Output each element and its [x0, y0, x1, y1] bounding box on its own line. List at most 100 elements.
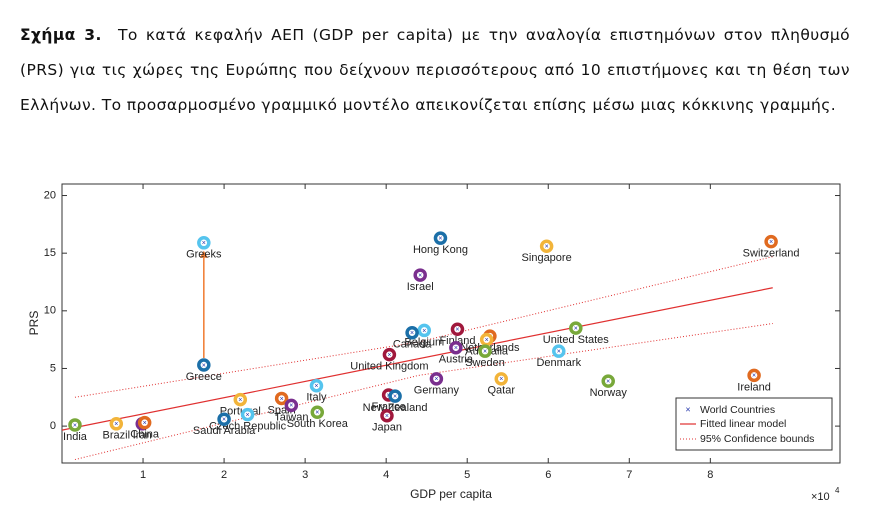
point-label: Canada — [393, 339, 432, 351]
point-label: Denmark — [536, 357, 581, 369]
point — [233, 392, 248, 407]
caption: Σχήμα 3. Το κατά κεφαλήν ΑΕΠ (GDP per ca… — [20, 18, 850, 123]
point — [494, 372, 508, 386]
point — [569, 321, 583, 335]
point-cross: × — [387, 352, 391, 359]
point-cross: × — [418, 272, 422, 279]
point-cross: × — [438, 236, 442, 243]
x-multiplier: ×10 — [811, 491, 830, 503]
point-label: Singapore — [522, 252, 572, 264]
point-label: Taiwan — [274, 411, 308, 423]
legend-label: World Countries — [700, 404, 775, 416]
point — [109, 417, 124, 431]
point-cross: × — [393, 393, 397, 400]
point — [310, 405, 325, 420]
point — [380, 408, 394, 423]
point — [601, 374, 615, 388]
legend-label: Fitted linear model — [700, 418, 786, 430]
point — [405, 325, 419, 340]
point-label: South Korea — [287, 418, 349, 430]
point — [747, 368, 761, 383]
y-axis-label: PRS — [27, 311, 41, 336]
point-cross: × — [289, 403, 293, 410]
point-label: Iran — [133, 430, 152, 442]
point-label: Norway — [590, 387, 628, 399]
point-label: United States — [543, 334, 610, 346]
point-cross: × — [202, 240, 206, 247]
legend-label: 95% Confidence bounds — [700, 433, 814, 445]
point — [764, 234, 778, 249]
point — [539, 239, 554, 254]
fitted-line — [61, 287, 773, 431]
point-label: Italy — [306, 392, 327, 404]
point-label: Japan — [372, 422, 402, 434]
point-label: Ireland — [737, 381, 771, 393]
x-multiplier-exponent: 4 — [835, 486, 840, 495]
x-tick-label: 6 — [545, 469, 551, 481]
point-label: Austria — [439, 354, 474, 366]
point-cross: × — [422, 328, 426, 335]
point-label: Greeks — [186, 249, 222, 261]
confidence-bound — [74, 323, 773, 461]
point-cross: × — [314, 383, 318, 390]
point — [197, 236, 211, 250]
point-cross: × — [202, 362, 206, 369]
point-cross: × — [143, 420, 147, 427]
y-tick-label: 0 — [50, 420, 56, 432]
point-cross: × — [73, 422, 77, 429]
x-tick-label: 1 — [140, 469, 146, 481]
caption-text: Το κατά κεφαλήν ΑΕΠ (GDP per capita) με … — [20, 26, 850, 114]
point-cross: × — [499, 376, 503, 383]
point-cross: × — [769, 239, 773, 246]
point-label: China — [130, 429, 160, 441]
x-tick-label: 8 — [707, 469, 713, 481]
point — [68, 418, 82, 432]
point-cross: × — [114, 421, 118, 428]
x-tick-label: 7 — [626, 469, 632, 481]
point — [388, 389, 402, 403]
point — [417, 323, 432, 338]
legend-marker: × — [685, 404, 690, 414]
point-cross: × — [410, 330, 414, 337]
point-label: New Zealand — [363, 402, 428, 414]
point — [450, 322, 465, 337]
point — [382, 347, 397, 362]
point-label: United Kingdom — [350, 361, 428, 373]
point-cross: × — [454, 345, 458, 352]
point-label: Belgium — [404, 336, 444, 348]
point — [552, 344, 566, 358]
point-cross: × — [606, 378, 610, 385]
point — [137, 415, 152, 430]
point-cross: × — [485, 337, 489, 344]
y-tick-label: 5 — [50, 362, 56, 374]
point-label: Qatar — [487, 385, 515, 397]
y-tick-label: 15 — [44, 247, 56, 259]
point — [284, 398, 299, 413]
point-label: Brazil — [103, 430, 131, 442]
point — [197, 358, 211, 372]
x-tick-label: 5 — [464, 469, 470, 481]
point — [217, 412, 231, 426]
point — [309, 379, 324, 393]
x-tick-label: 2 — [221, 469, 227, 481]
x-tick-label: 3 — [302, 469, 308, 481]
point — [413, 268, 427, 282]
point-label: Israel — [407, 281, 434, 293]
point-label: India — [63, 431, 88, 443]
legend-box — [675, 397, 833, 451]
point-cross: × — [557, 349, 561, 356]
point-cross: × — [246, 412, 250, 419]
x-axis-label: GDP per capita — [410, 487, 492, 501]
arrow-head — [199, 250, 208, 258]
point-label: Greece — [186, 371, 222, 383]
y-tick-label: 10 — [44, 305, 56, 317]
point-cross: × — [455, 327, 459, 334]
point-cross: × — [752, 373, 756, 380]
point-cross: × — [385, 413, 389, 420]
point-cross: × — [545, 244, 549, 251]
point-cross: × — [434, 376, 438, 383]
point — [478, 344, 492, 358]
point — [433, 231, 448, 245]
